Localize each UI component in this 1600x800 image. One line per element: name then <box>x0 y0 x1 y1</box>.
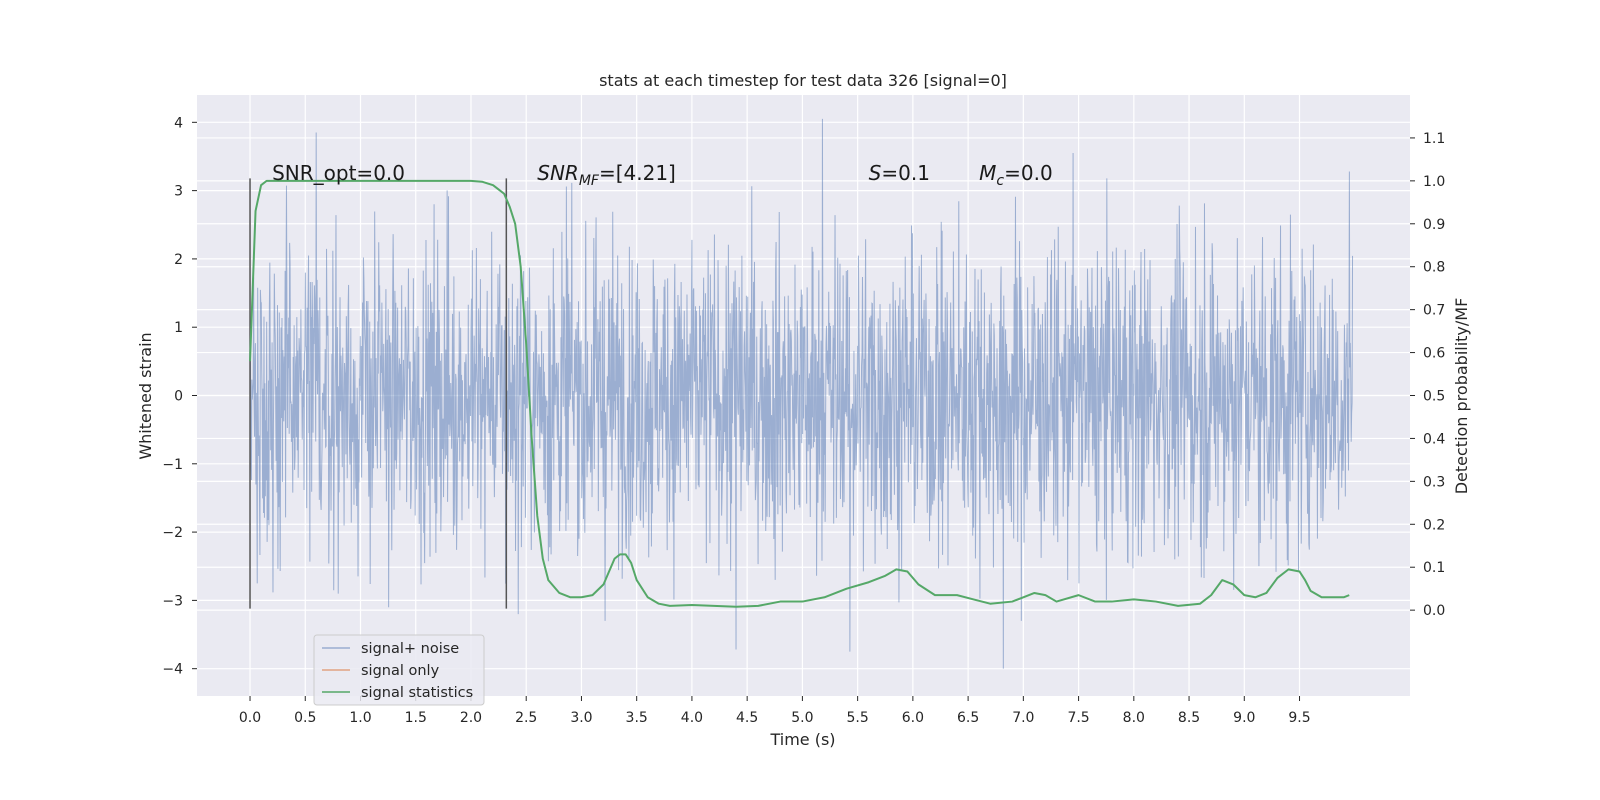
x-tick-label: 0.5 <box>294 710 316 726</box>
x-tick-label: 5.0 <box>791 710 813 726</box>
y-right-tick-label: 0.7 <box>1423 303 1445 319</box>
annotation-snr-opt-value: 0.0 <box>373 161 405 185</box>
y-tick-label: −4 <box>162 662 183 678</box>
x-tick-label: 7.0 <box>1012 710 1034 726</box>
annotation-snr-mf-base: SNR <box>537 161 579 185</box>
annotation-mc-suffix: =0.0 <box>1004 161 1053 185</box>
vertical-markers <box>249 178 508 609</box>
y-right-tick-label: 0.5 <box>1423 389 1445 405</box>
series-signal-noise <box>249 118 1354 669</box>
annotation-mc-sub: c <box>996 173 1004 189</box>
x-tick-label: 0.0 <box>239 710 261 726</box>
legend-box <box>313 634 485 706</box>
x-tick-label: 7.5 <box>1067 710 1089 726</box>
legend-label-signal-only: signal only <box>361 663 440 679</box>
y-right-tick-label: 0.8 <box>1423 260 1445 276</box>
y-tick-label: 4 <box>174 115 183 131</box>
y-right-tick-label: 0.6 <box>1423 346 1445 362</box>
chart-title: stats at each timestep for test data 326… <box>599 71 1007 90</box>
annotation-snr-mf-suffix: =[4.21] <box>599 161 676 185</box>
y-right-tick-label: 1.1 <box>1423 131 1445 147</box>
x-tick-label: 8.0 <box>1123 710 1145 726</box>
x-tick-label: 1.0 <box>349 710 371 726</box>
annotation-s-base: S <box>869 161 882 185</box>
x-tick-label: 3.5 <box>626 710 648 726</box>
y-right-tick-label: 0.3 <box>1423 474 1445 490</box>
x-tick-label: 5.5 <box>846 710 868 726</box>
x-tick-label: 6.5 <box>957 710 979 726</box>
y-tick-label: −2 <box>162 525 183 541</box>
annotation-mc-base: M <box>979 161 996 185</box>
annotation-mc: Mc=0.0 <box>979 161 1053 189</box>
annotations: SNR_opt=0.0 SNRMF=[4.21] S=0.1 Mc=0.0 <box>272 161 1053 189</box>
y-axis-right-label: Detection probability/MF <box>1452 298 1471 495</box>
x-tick-label: 8.5 <box>1178 710 1200 726</box>
y-tick-label: −1 <box>162 457 183 473</box>
y-axis-label: Whitened strain <box>136 332 155 459</box>
x-axis-label: Time (s) <box>769 730 835 749</box>
annotation-snr-opt: SNR_opt=0.0 <box>272 161 405 185</box>
series-signal-noise-line <box>249 118 1354 669</box>
y-tick-label: −3 <box>162 593 183 609</box>
legend: signal+ noise signal only signal statist… <box>313 634 485 706</box>
x-tick-label: 3.0 <box>570 710 592 726</box>
y-tick-label: 2 <box>174 252 183 268</box>
y-axis-right-ticks: 0.0 0.1 0.2 0.3 0.4 0.5 0.6 0.7 0.8 0.9 1.0 1.1 <box>1410 131 1445 619</box>
y-right-tick-label: 0.9 <box>1423 217 1445 233</box>
x-tick-label: 4.0 <box>681 710 703 726</box>
y-tick-label: 3 <box>174 184 183 200</box>
x-tick-label: 2.0 <box>460 710 482 726</box>
y-right-tick-label: 0.2 <box>1423 517 1445 533</box>
y-right-tick-label: 0.0 <box>1423 603 1445 619</box>
x-tick-label: 6.0 <box>902 710 924 726</box>
legend-label-signal-statistics: signal statistics <box>361 685 473 701</box>
legend-label-signal-noise: signal+ noise <box>361 641 459 657</box>
annotation-s: S=0.1 <box>869 161 930 185</box>
y-tick-label: 1 <box>174 320 183 336</box>
series-signal-statistics <box>249 179 1350 608</box>
x-tick-label: 9.5 <box>1288 710 1310 726</box>
y-right-tick-label: 0.4 <box>1423 431 1445 447</box>
x-tick-label: 1.5 <box>405 710 427 726</box>
annotation-snr-mf: SNRMF=[4.21] <box>537 161 676 189</box>
y-axis-ticks: −4 −3 −2 −1 0 1 2 3 4 <box>162 115 197 678</box>
x-tick-label: 9.0 <box>1233 710 1255 726</box>
y-tick-label: 0 <box>174 389 183 405</box>
y-right-tick-label: 1.0 <box>1423 174 1445 190</box>
annotation-snr-opt-prefix: SNR_opt= <box>272 161 373 185</box>
x-tick-label: 2.5 <box>515 710 537 726</box>
annotation-s-suffix: =0.1 <box>881 161 930 185</box>
x-tick-label: 4.5 <box>736 710 758 726</box>
y-right-tick-label: 0.1 <box>1423 560 1445 576</box>
annotation-snr-mf-sub: MF <box>579 173 600 189</box>
x-axis-ticks: 0.0 0.5 1.0 1.5 2.0 2.5 3.0 3.5 4.0 4.5 5.0 5.5 6.0 6… <box>239 696 1311 726</box>
series-signal-statistics-line <box>249 179 1350 608</box>
